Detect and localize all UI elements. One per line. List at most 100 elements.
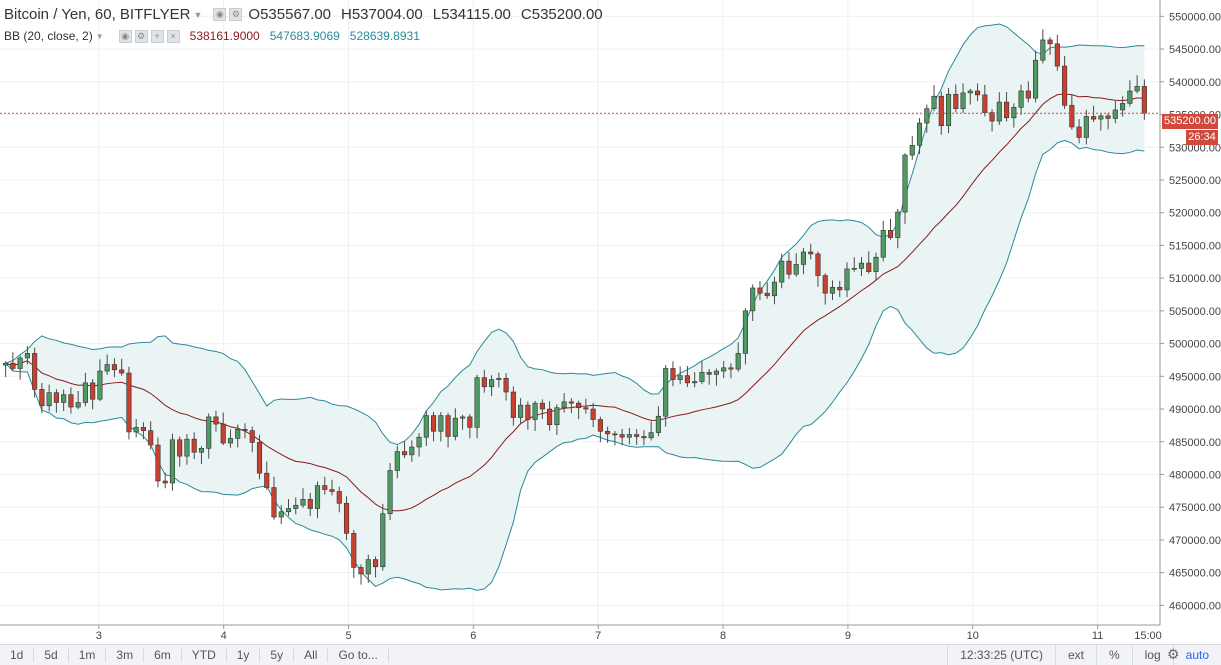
- candle: [800, 247, 807, 275]
- candle-body: [916, 122, 923, 146]
- candle: [626, 427, 632, 445]
- candle-body: [10, 362, 16, 369]
- price-chart[interactable]: 550000.00545000.00540000.00535000.005300…: [0, 0, 1221, 644]
- candle: [10, 352, 16, 372]
- candle: [692, 372, 698, 388]
- candle: [75, 390, 81, 410]
- symbol-name[interactable]: Bitcoin / Yen, 60, BITFLYER: [4, 6, 191, 23]
- log-toggle[interactable]: log: [1131, 645, 1173, 665]
- indicator-dropdown-icon[interactable]: ▼: [95, 31, 104, 41]
- candle: [431, 411, 437, 442]
- symbol-dropdown-icon[interactable]: ▼: [193, 9, 203, 20]
- candle: [808, 243, 814, 260]
- candle-body: [547, 408, 553, 426]
- auto-toggle[interactable]: auto: [1172, 645, 1221, 665]
- timeframe-ytd[interactable]: YTD: [182, 648, 227, 662]
- candle-body: [561, 401, 567, 409]
- candle: [786, 252, 792, 279]
- plus-icon[interactable]: +: [150, 29, 164, 43]
- candle: [670, 361, 676, 387]
- y-tick-label: 515000.00: [1169, 240, 1221, 252]
- candle-body: [177, 439, 183, 457]
- candle: [387, 463, 393, 521]
- candle: [1054, 34, 1060, 71]
- candle-body: [829, 287, 836, 294]
- candle: [322, 476, 328, 495]
- ext-toggle[interactable]: ext: [1054, 645, 1096, 665]
- timeframe-1y[interactable]: 1y: [227, 648, 261, 662]
- y-tick-label: 490000.00: [1169, 404, 1221, 416]
- timeframe-1d[interactable]: 1d: [0, 648, 35, 662]
- candle: [612, 431, 618, 446]
- gear-icon[interactable]: ⚙: [134, 29, 148, 43]
- candle: [771, 276, 778, 305]
- candle: [17, 355, 23, 380]
- candle: [844, 262, 850, 298]
- candle-body: [793, 264, 799, 275]
- candle: [24, 345, 30, 365]
- candle: [909, 136, 915, 160]
- eye-icon[interactable]: ◉: [213, 8, 227, 21]
- candle-body: [924, 108, 930, 124]
- timeframe-all[interactable]: All: [294, 648, 329, 662]
- timeframe-1m[interactable]: 1m: [69, 648, 107, 662]
- eye-icon[interactable]: ◉: [118, 29, 132, 43]
- candle: [880, 220, 886, 262]
- candle-body: [394, 451, 400, 471]
- candle-body: [242, 429, 248, 431]
- timeframe-6m[interactable]: 6m: [144, 648, 182, 662]
- candle: [967, 88, 973, 105]
- candle: [227, 429, 234, 448]
- candle-body: [496, 377, 502, 380]
- candle: [3, 361, 9, 377]
- candle: [206, 413, 212, 459]
- candle: [829, 280, 836, 301]
- candle: [1120, 96, 1126, 117]
- settings-gear-icon[interactable]: ⚙: [1167, 646, 1180, 662]
- candle: [126, 366, 132, 440]
- candle: [32, 347, 38, 398]
- indicator-name[interactable]: BB (20, close, 2): [4, 29, 93, 43]
- candle: [590, 402, 596, 428]
- candle-body: [612, 433, 618, 436]
- candle-body: [518, 404, 524, 418]
- close-icon[interactable]: ×: [166, 29, 180, 43]
- candle-body: [481, 377, 487, 388]
- percent-toggle[interactable]: %: [1095, 645, 1132, 665]
- timeframe-5y[interactable]: 5y: [260, 648, 295, 662]
- candle-body: [97, 370, 103, 400]
- candle: [1076, 119, 1082, 144]
- x-tick-label: 15:00: [1134, 630, 1162, 642]
- gear-icon[interactable]: ⚙: [229, 8, 243, 21]
- candle-body: [728, 367, 734, 370]
- candle: [663, 365, 669, 427]
- candle-body: [104, 364, 110, 372]
- candle-body: [663, 368, 669, 417]
- timeframe-3m[interactable]: 3m: [106, 648, 145, 662]
- goto-button[interactable]: Go to...: [328, 648, 389, 662]
- y-tick-label: 520000.00: [1169, 208, 1221, 220]
- candle: [198, 446, 205, 465]
- candle-body: [1069, 105, 1075, 128]
- candle: [510, 386, 516, 426]
- timeframe-5d[interactable]: 5d: [34, 648, 69, 662]
- candle: [264, 461, 270, 490]
- candle-body: [402, 451, 408, 456]
- candle-body: [605, 430, 611, 435]
- candle: [1083, 109, 1089, 145]
- candle: [837, 280, 843, 298]
- candle: [46, 384, 52, 412]
- candle: [191, 432, 197, 460]
- candle-body: [423, 415, 429, 438]
- candle: [97, 359, 103, 402]
- candle: [177, 436, 183, 467]
- candle: [1011, 103, 1017, 128]
- candle: [982, 84, 988, 117]
- candle-body: [32, 353, 38, 390]
- candle-body: [68, 394, 74, 408]
- candle-body: [1062, 65, 1068, 106]
- y-tick-label: 540000.00: [1169, 77, 1221, 89]
- candle: [1040, 29, 1046, 64]
- candle-body: [271, 487, 277, 518]
- candle: [706, 368, 712, 385]
